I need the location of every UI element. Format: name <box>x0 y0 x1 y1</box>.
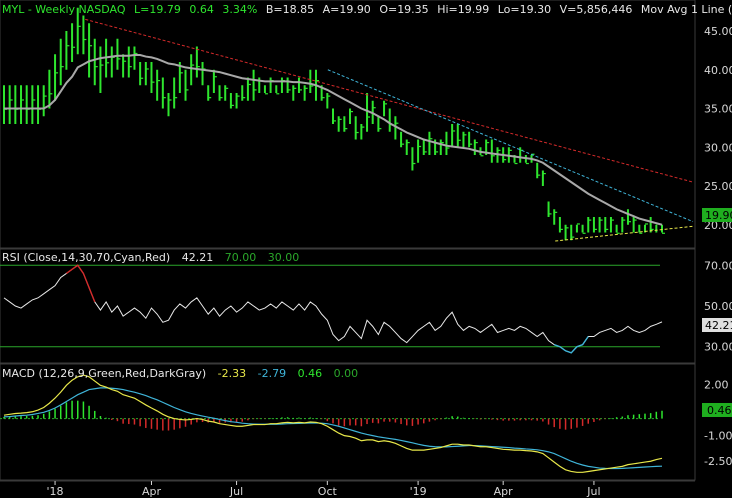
header-bid: B=18.85 <box>266 3 314 16</box>
rsi-line <box>3 264 663 354</box>
rsi-last-tag-text: 42.21 <box>705 319 732 332</box>
macd-hist-tag: 0.46 <box>702 403 732 417</box>
rsi-header: RSI (Close,14,30,70,Cyan,Red) 42.21 70.0… <box>2 251 299 264</box>
header-symbol: MYL - Weekly NASDAQ <box>2 3 126 16</box>
panel-frame <box>0 248 696 364</box>
macd-name: MACD (12,26,9,Green,Red,DarkGray) <box>2 367 206 380</box>
trendlines <box>85 18 694 242</box>
price-bars <box>3 7 665 241</box>
price-y-tick: 35.00 <box>704 103 732 116</box>
macd-signal-value: -2.79 <box>258 367 286 380</box>
rsi-lower: 30.00 <box>268 251 300 264</box>
rsi-panel <box>0 264 663 354</box>
macd-y-tick: -2.50 <box>704 455 732 468</box>
header-last: L=19.79 <box>134 3 181 16</box>
moving-average-line <box>4 54 663 226</box>
header-volume: V=5,856,446 <box>560 3 633 16</box>
header-ask: A=19.90 <box>323 3 371 16</box>
price-y-tick: 40.00 <box>704 64 732 77</box>
x-tick-label: Jul <box>586 485 600 498</box>
support-line <box>555 225 694 242</box>
x-tick-label: Jul <box>229 485 243 498</box>
header-indicator: Mov Avg 1 Line (Close,20,0) <box>641 3 732 16</box>
x-tick-label: '19 <box>410 485 427 498</box>
moving-average-group <box>4 54 663 226</box>
x-tick-label: Apr <box>494 485 514 498</box>
rsi-y-tick: 30.00 <box>704 341 732 354</box>
panel-frame <box>0 363 696 481</box>
x-tick-label: Oct <box>318 485 338 498</box>
price-last-tag-text: 19.90 <box>705 209 732 222</box>
panel-frames <box>0 0 696 482</box>
rsi-y-tick: 70.00 <box>704 259 732 272</box>
price-y-tick: 25.00 <box>704 180 732 193</box>
channel-line <box>327 69 694 223</box>
macd-zero-value: 0.00 <box>334 367 359 380</box>
rsi-oversold-segment <box>553 336 589 354</box>
x-tick-label: Apr <box>142 485 162 498</box>
macd-header: MACD (12,26,9,Green,Red,DarkGray) -2.33 … <box>2 367 358 380</box>
macd-value: -2.33 <box>218 367 246 380</box>
macd-y-tick: 2.00 <box>704 378 729 391</box>
macd-hist-tag-text: 0.46 <box>707 404 732 417</box>
price-last-tag: 19.90 <box>702 208 732 222</box>
header-high: Hi=19.99 <box>437 3 489 16</box>
rsi-y-tick: 50.00 <box>704 300 732 313</box>
axis-ticks: '18 Apr Jul Oct '19 Apr Jul 45.00 40.00 35.00 30.0… <box>47 25 732 498</box>
rsi-value: 42.21 <box>182 251 214 264</box>
price-y-tick: 45.00 <box>704 25 732 38</box>
price-y-tick: 30.00 <box>704 141 732 154</box>
macd-line <box>3 374 663 473</box>
header-open: O=19.35 <box>379 3 428 16</box>
rsi-last-tag: 42.21 <box>702 318 732 332</box>
macd-hist-value: 0.46 <box>298 367 323 380</box>
header-change-pct: 3.34% <box>222 3 257 16</box>
price-header: MYL - Weekly NASDAQ L=19.79 0.64 3.34% B… <box>2 3 732 16</box>
macd-y-tick: -1.00 <box>704 430 732 443</box>
x-tick-label: '18 <box>47 485 64 498</box>
rsi-name: RSI (Close,14,30,70,Cyan,Red) <box>2 251 170 264</box>
rsi-overbought-segment <box>65 264 96 303</box>
macd-panel <box>0 374 663 473</box>
rsi-upper: 70.00 <box>225 251 257 264</box>
panel-frame <box>0 0 696 249</box>
header-change: 0.64 <box>189 3 214 16</box>
macd-signal-line <box>3 387 663 470</box>
header-low: Lo=19.30 <box>498 3 551 16</box>
